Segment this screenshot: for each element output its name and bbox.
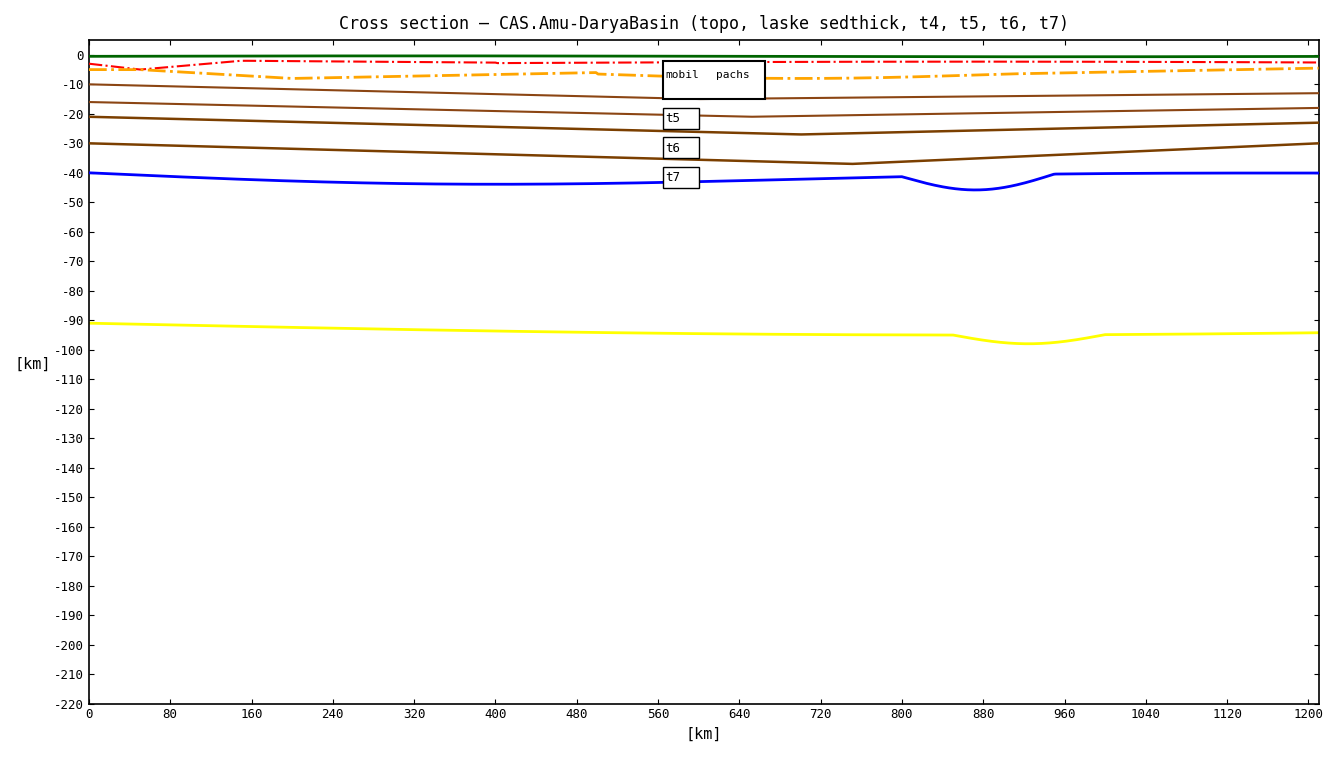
FancyBboxPatch shape bbox=[663, 167, 698, 188]
FancyBboxPatch shape bbox=[663, 138, 698, 158]
Text: mobil: mobil bbox=[665, 70, 699, 79]
Text: pachs: pachs bbox=[716, 70, 749, 79]
X-axis label: [km]: [km] bbox=[686, 727, 722, 742]
Y-axis label: [km]: [km] bbox=[15, 357, 51, 372]
Title: Cross section – CAS.Amu-DaryaBasin (topo, laske sedthick, t4, t5, t6, t7): Cross section – CAS.Amu-DaryaBasin (topo… bbox=[339, 15, 1069, 33]
FancyBboxPatch shape bbox=[663, 61, 765, 99]
Text: t7: t7 bbox=[665, 171, 681, 185]
FancyBboxPatch shape bbox=[663, 108, 698, 129]
Text: t5: t5 bbox=[665, 112, 681, 126]
Text: t6: t6 bbox=[665, 142, 681, 155]
